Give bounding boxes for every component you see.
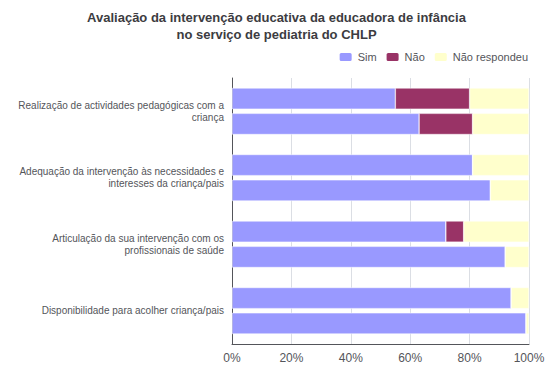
svg-text:profissionais de saúde: profissionais de saúde [124,245,224,256]
svg-text:Sim: Sim [358,51,377,63]
svg-text:60%: 60% [398,351,422,365]
svg-text:criança: criança [192,112,225,123]
svg-text:Avaliação da intervenção educa: Avaliação da intervenção educativa da ed… [87,10,467,25]
svg-text:Não respondeu: Não respondeu [453,51,528,63]
svg-text:100%: 100% [514,351,545,365]
svg-text:interesses da criança/pais: interesses da criança/pais [108,178,224,189]
svg-text:Não: Não [405,51,425,63]
svg-text:40%: 40% [339,351,363,365]
svg-text:Realização de actividades peda: Realização de actividades pedagógicas co… [18,100,224,111]
svg-text:Disponibilidade para acolher c: Disponibilidade para acolher criança/pai… [42,305,224,316]
svg-text:no serviço de pediatria do CHL: no serviço de pediatria do CHLP [176,27,376,42]
svg-text:0%: 0% [223,351,241,365]
svg-text:80%: 80% [458,351,482,365]
svg-text:Articulação da sua intervenção: Articulação da sua intervenção com os [52,233,224,244]
svg-text:Adequação da intervenção às ne: Adequação da intervenção às necessidades… [19,166,224,177]
svg-text:20%: 20% [279,351,303,365]
